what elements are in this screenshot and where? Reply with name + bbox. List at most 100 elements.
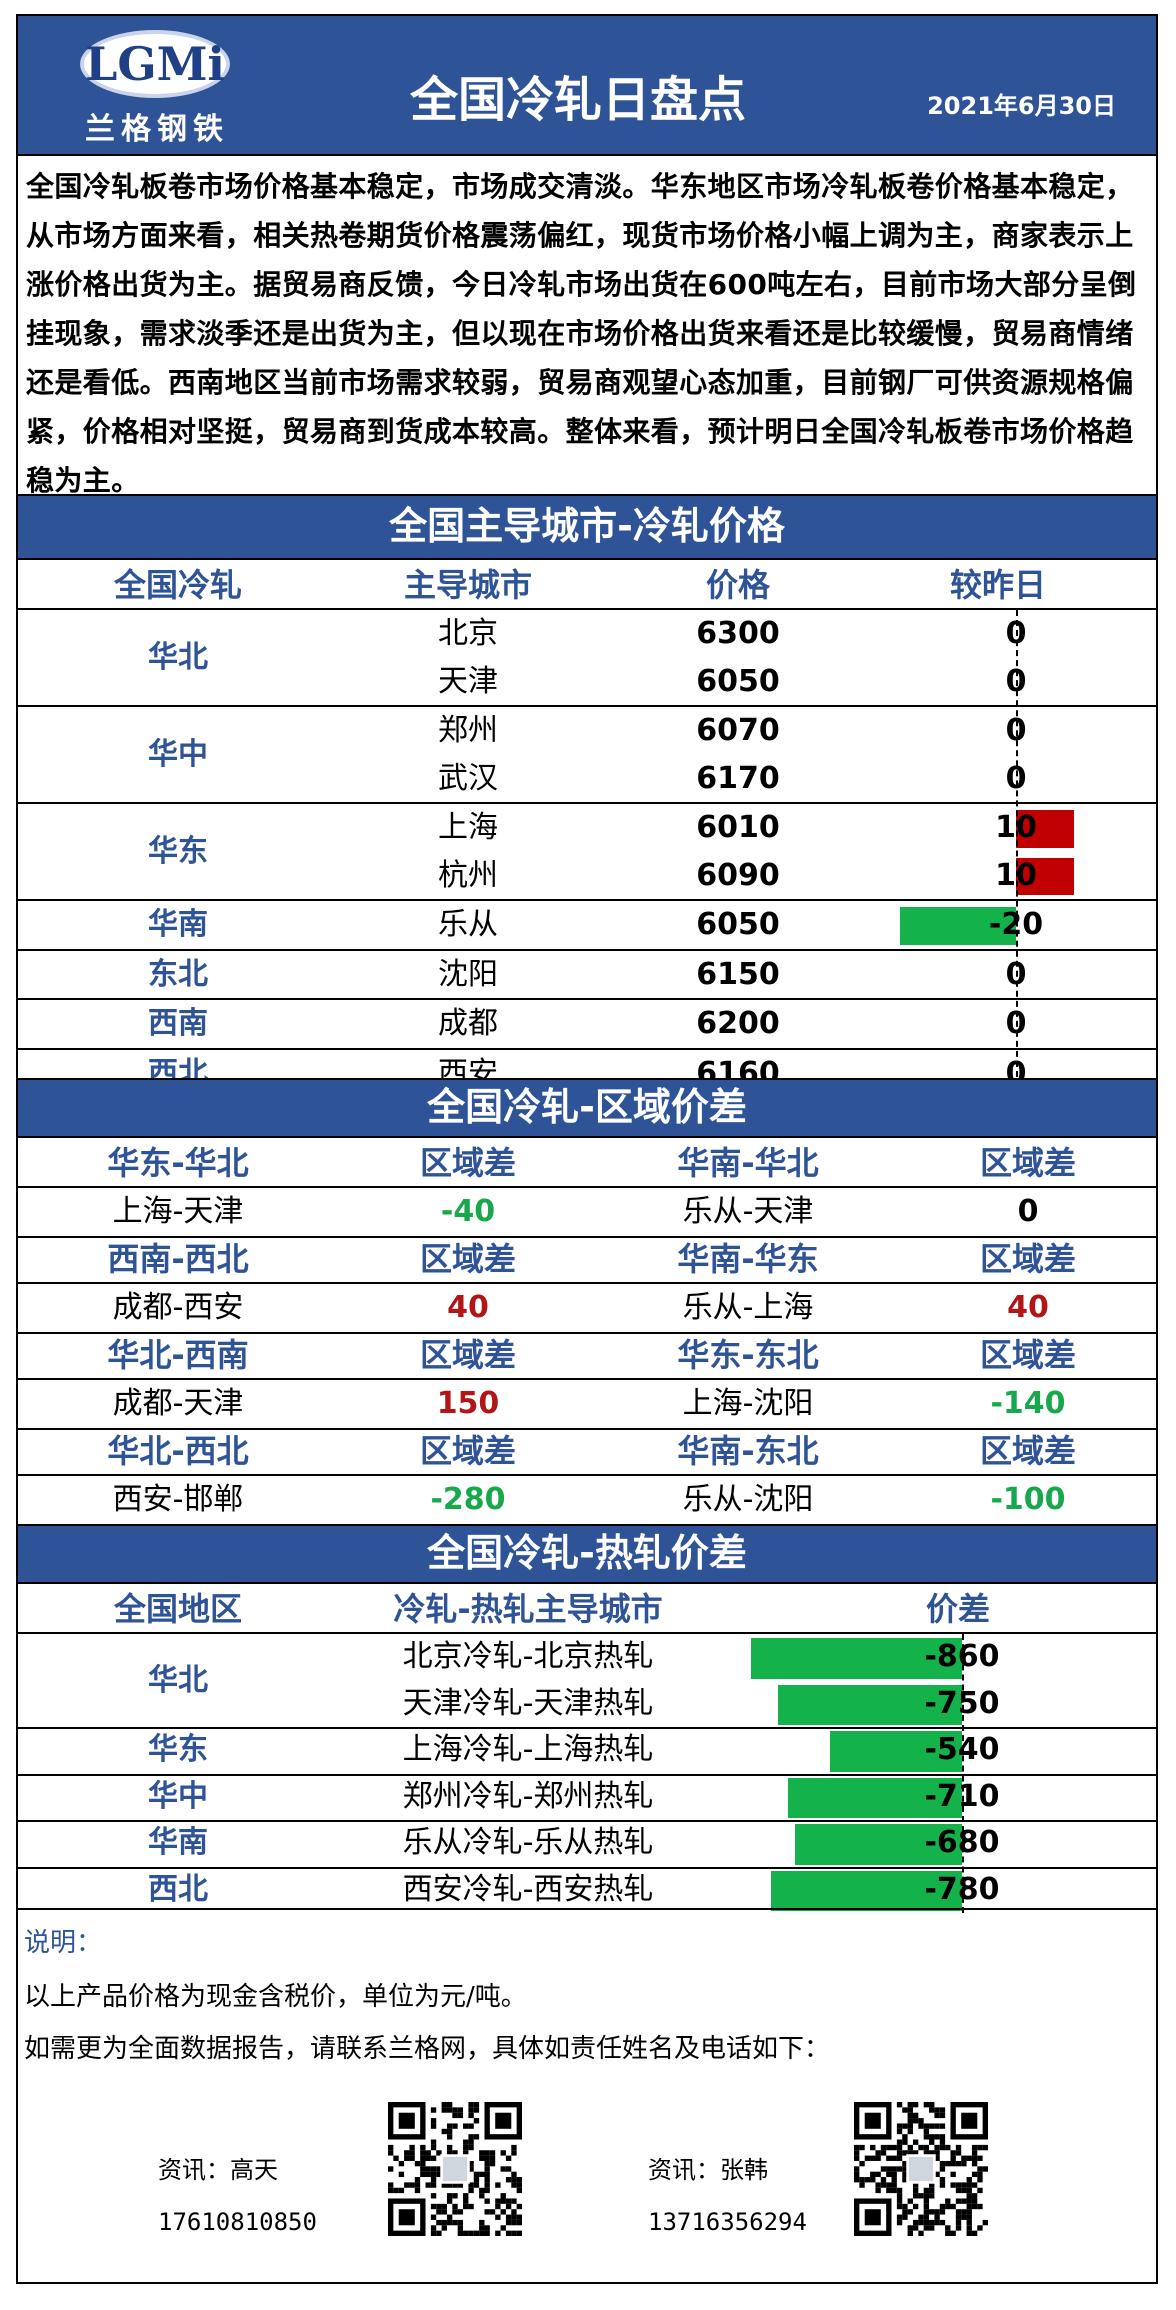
spread-city-pair: 乐从-沈阳: [682, 1482, 814, 1517]
spread-region-pair: 华北-西北: [107, 1432, 249, 1470]
change-zero-axis: [1016, 610, 1018, 1097]
spread-bar: [829, 1731, 962, 1772]
region-label: 华中: [148, 737, 208, 772]
spread-region-pair: 华东-华北: [107, 1144, 249, 1182]
hot-city-pair: 郑州冷轧-郑州热轧: [402, 1778, 654, 1814]
price-col-header: 主导城市: [403, 566, 532, 604]
hot-col-header: 全国地区: [113, 1590, 242, 1628]
row-divider: [18, 1378, 1156, 1380]
spread-bar: [795, 1824, 962, 1865]
city-name: 武汉: [438, 760, 498, 796]
report-date: 2021年6月30日: [927, 92, 1116, 120]
region-label: 华东: [148, 834, 208, 869]
row-divider: [18, 1332, 1156, 1334]
city-name: 上海: [438, 810, 498, 845]
hot-spread-value: -540: [924, 1732, 1000, 1767]
city-name: 杭州: [438, 857, 498, 893]
city-name: 北京: [438, 616, 498, 651]
change-bar-up: [1016, 810, 1074, 848]
spread-value: 40: [447, 1290, 489, 1325]
spread-bar: [788, 1777, 962, 1818]
row-divider: [18, 1474, 1156, 1476]
city-price: 6050: [696, 663, 780, 699]
hot-spread-value: -710: [924, 1778, 1000, 1814]
contact-1-phone: 17610810850: [158, 2208, 317, 2236]
city-price: 6090: [696, 857, 780, 893]
row-divider: [18, 1632, 1156, 1634]
price-col-header: 较昨日: [949, 566, 1046, 604]
spread-diff-label: 区域差: [979, 1240, 1076, 1278]
spread-region-pair: 华东-东北: [677, 1336, 819, 1374]
row-divider: [18, 1186, 1156, 1188]
row-divider: [18, 608, 1156, 610]
spread-bar: [778, 1684, 962, 1725]
region-label: 华北: [148, 640, 208, 675]
change-bar-up: [1016, 857, 1074, 895]
spread-value: -100: [990, 1482, 1066, 1517]
city-name: 郑州: [438, 713, 498, 748]
region-label: 华北: [148, 1663, 208, 1698]
city-price: 6170: [696, 760, 780, 796]
row-divider: [18, 1282, 1156, 1284]
price-col-header: 全国冷轧: [113, 566, 242, 604]
region-label: 华南: [148, 1825, 208, 1860]
price-section-title: 全国主导城市-冷轧价格: [18, 494, 1156, 560]
row-divider: [18, 1773, 1156, 1776]
region-label: 华东: [148, 1732, 208, 1767]
city-price: 6010: [696, 810, 780, 845]
logo-badge: LGMi: [80, 30, 230, 98]
city-name: 天津: [438, 663, 498, 699]
divider: [18, 1908, 1156, 1910]
region-label: 华南: [148, 907, 208, 942]
city-price: 6070: [696, 713, 780, 748]
spread-bar: [770, 1870, 962, 1911]
lgmi-logo: LGMi 兰格钢铁: [62, 30, 252, 147]
city-price: 6150: [696, 956, 780, 992]
spread-diff-label: 区域差: [419, 1144, 516, 1182]
spread-diff-label: 区域差: [419, 1432, 516, 1470]
region-label: 西南: [148, 1006, 208, 1041]
spread-zero-axis: [962, 1634, 964, 1913]
hot-spread-value: -780: [924, 1871, 1000, 1907]
group-divider: [18, 1047, 1156, 1050]
city-price: 6050: [696, 907, 780, 942]
spread-diff-label: 区域差: [979, 1336, 1076, 1374]
spread-city-pair: 乐从-天津: [682, 1194, 814, 1229]
spread-region-pair: 华北-西南: [107, 1336, 249, 1374]
spread-diff-label: 区域差: [419, 1336, 516, 1374]
contact-2-name: 资讯：张韩: [648, 2156, 768, 2184]
region-label: 东北: [148, 956, 208, 992]
city-price: 6200: [696, 1006, 780, 1041]
notes-line-2: 如需更为全面数据报告，请联系兰格网，具体如责任姓名及电话如下：: [24, 2034, 831, 2064]
city-name: 乐从: [438, 907, 498, 942]
group-divider: [18, 802, 1156, 804]
hot-spread-value: -680: [924, 1825, 1000, 1860]
hot-spread-value: -860: [924, 1639, 1000, 1674]
spread-diff-label: 区域差: [419, 1240, 516, 1278]
spread-region-pair: 华南-华东: [677, 1240, 819, 1278]
group-divider: [18, 899, 1156, 901]
spread-value: -280: [430, 1482, 506, 1517]
region-label: 西北: [148, 1871, 208, 1907]
spread-bar: [751, 1638, 962, 1679]
contact-2-phone: 13716356294: [648, 2208, 807, 2236]
hot-col-header: 冷轧-热轧主导城市: [393, 1590, 663, 1628]
row-divider: [18, 1428, 1156, 1430]
group-divider: [18, 998, 1156, 1000]
spread-section-title: 全国冷轧-区域价差: [18, 1078, 1156, 1138]
region-label: 华中: [148, 1778, 208, 1814]
hot-section-title: 全国冷轧-热轧价差: [18, 1524, 1156, 1584]
hot-col-header: 价差: [925, 1590, 990, 1628]
page-title: 全国冷轧日盘点: [409, 72, 746, 128]
contact-1-name: 资讯：高天: [158, 2156, 278, 2184]
spread-value: 150: [436, 1386, 500, 1421]
city-name: 成都: [438, 1006, 498, 1041]
group-divider: [18, 705, 1156, 707]
spread-region-pair: 西南-西北: [107, 1240, 249, 1278]
row-divider: [18, 1236, 1156, 1238]
city-name: 沈阳: [438, 956, 498, 992]
spread-city-pair: 乐从-上海: [682, 1290, 814, 1325]
row-divider: [18, 1820, 1156, 1822]
qr-code-1: [388, 2102, 522, 2236]
spread-city-pair: 上海-天津: [112, 1194, 244, 1229]
